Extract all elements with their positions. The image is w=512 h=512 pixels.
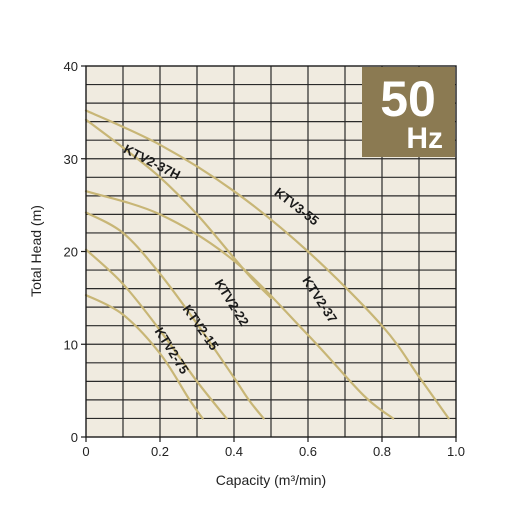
curves	[84, 109, 450, 420]
y-axis-label: Total Head (m)	[28, 205, 44, 297]
x-tick-label: 0	[82, 444, 89, 459]
x-axis-label: Capacity (m³/min)	[216, 472, 326, 488]
ticks: 0 0.2 0.4 0.6 0.8 1.0 0 10 20 30 40	[64, 59, 466, 459]
y-tick-label: 20	[64, 245, 78, 260]
x-tick-label: 1.0	[447, 444, 465, 459]
badge-background	[362, 67, 455, 157]
badge-frequency-value: 50	[380, 71, 436, 127]
frequency-badge: 50 Hz	[362, 67, 455, 157]
badge-unit: Hz	[406, 122, 443, 155]
curve-ktv2-22	[84, 211, 265, 420]
curve-ktv3-55	[84, 109, 450, 420]
x-tick-label: 0.4	[225, 444, 243, 459]
curve-ktv2-37	[84, 190, 395, 420]
x-tick-label: 0.6	[299, 444, 317, 459]
curve-ktv2-75	[84, 294, 204, 420]
y-tick-label: 40	[64, 59, 78, 74]
curve-ktv2-37h	[84, 118, 273, 299]
y-tick-label: 10	[64, 337, 78, 352]
y-tick-label: 0	[71, 430, 78, 445]
x-tick-label: 0.2	[151, 444, 169, 459]
curve-ktv2-15	[84, 248, 228, 420]
x-tick-label: 0.8	[373, 444, 391, 459]
y-tick-label: 30	[64, 152, 78, 167]
